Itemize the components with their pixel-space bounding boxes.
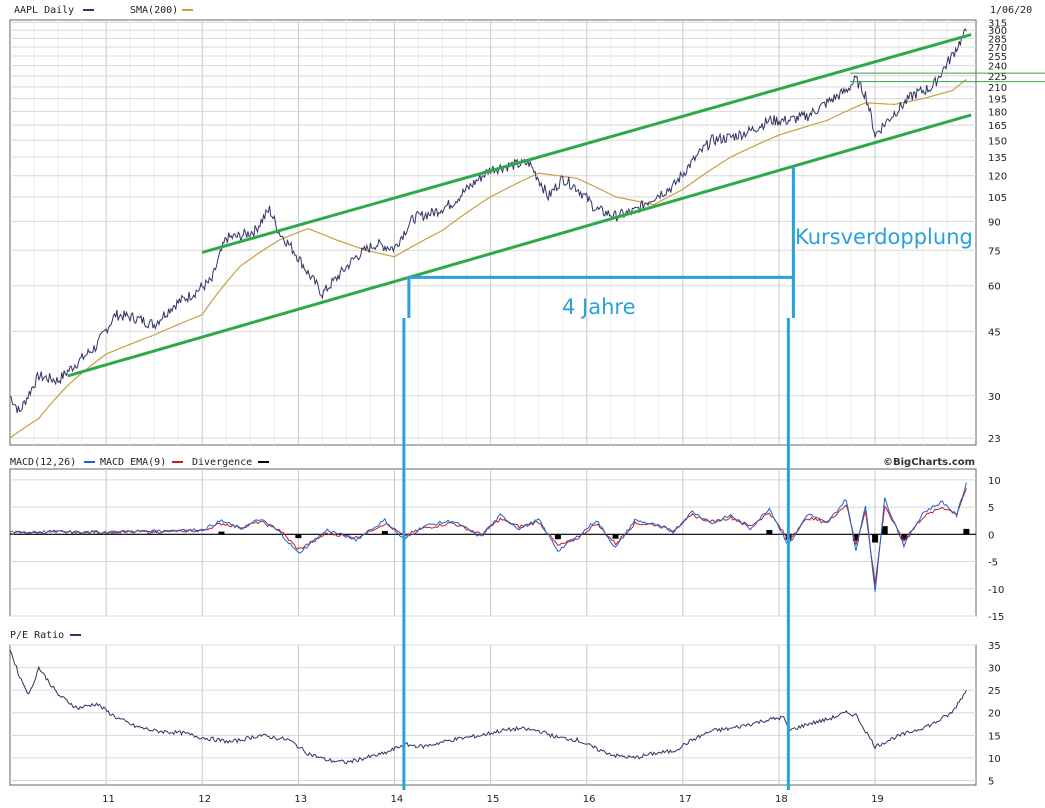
price-y-tick: 195 <box>988 95 1007 106</box>
divergence-bar <box>381 531 388 535</box>
price-y-tick: 315 <box>988 18 1007 29</box>
pe-y-tick: 10 <box>988 754 1001 765</box>
bigcharts-credit: ©BigCharts.com <box>883 457 975 468</box>
macd-ema-label: MACD EMA(9) <box>100 457 166 468</box>
macd-y-tick: 10 <box>988 476 1001 487</box>
price-y-tick: 75 <box>988 246 1001 257</box>
macd-panel <box>9 468 977 617</box>
price-y-tick: 150 <box>988 136 1007 147</box>
pe-y-tick: 30 <box>988 664 1001 675</box>
x-tick-labels: 11 12 13 14 15 16 17 18 19 <box>102 794 884 805</box>
macd-y-tick: -10 <box>988 585 1004 596</box>
pe-y-tick: 15 <box>988 731 1001 742</box>
chart-date: 1/06/20 <box>990 5 1032 16</box>
price-y-tick: 135 <box>988 153 1007 164</box>
price-y-tick: 90 <box>988 217 1001 228</box>
pe-panel <box>9 644 977 786</box>
divergence-bar <box>218 531 225 535</box>
ema-legend-swatch <box>172 461 183 463</box>
macd-y-tick: 5 <box>988 503 994 514</box>
macd-label: MACD(12,26) <box>10 457 76 468</box>
x-tick-label: 14 <box>390 794 403 805</box>
price-y-tick: 285 <box>988 34 1007 45</box>
price-y-tick: 45 <box>988 327 1001 338</box>
divergence-bar <box>295 534 302 539</box>
x-tick-label: 12 <box>198 794 211 805</box>
divergence-bar <box>872 534 879 543</box>
x-tick-label: 13 <box>294 794 307 805</box>
price-y-tick: 180 <box>988 107 1007 118</box>
divergence-bar <box>612 534 619 539</box>
x-tick-label: 18 <box>775 794 788 805</box>
pe-y-tick: 5 <box>988 776 994 787</box>
divergence-bar <box>963 528 970 535</box>
sma-legend-swatch <box>182 9 193 11</box>
price-y-tick: 30 <box>988 392 1001 403</box>
divergence-bar <box>900 534 907 540</box>
div-legend-swatch <box>258 461 269 463</box>
y-tick-labels: 2330456075901051201351501651801952102252… <box>988 18 1007 787</box>
pe-y-tick: 25 <box>988 686 1001 697</box>
grid-lines <box>10 20 976 785</box>
price-y-tick: 270 <box>988 43 1007 54</box>
price-y-tick: 240 <box>988 62 1007 73</box>
annotation-doubling: Kursverdopplung <box>795 225 973 249</box>
price-y-tick: 300 <box>988 26 1007 37</box>
price-y-tick: 210 <box>988 83 1007 94</box>
pe-label: P/E Ratio <box>10 630 64 641</box>
annotation-years: 4 Jahre <box>562 295 636 319</box>
price-panel <box>9 19 977 446</box>
x-tick-label: 15 <box>487 794 500 805</box>
sma-series-label: SMA(200) <box>130 5 178 16</box>
channel-line <box>201 33 972 254</box>
x-tick-label: 17 <box>679 794 692 805</box>
divergence-label: Divergence <box>192 457 252 468</box>
price-line <box>9 28 967 413</box>
macd-y-tick: -5 <box>988 558 998 569</box>
price-y-tick: 255 <box>988 52 1007 63</box>
divergence-bar <box>881 526 888 535</box>
price-series-label: AAPL Daily <box>14 5 74 16</box>
x-tick-label: 16 <box>583 794 596 805</box>
divergence-bar <box>852 534 859 541</box>
price-y-tick: 60 <box>988 282 1001 293</box>
x-tick-label: 19 <box>871 794 884 805</box>
price-y-tick: 23 <box>988 434 1001 445</box>
divergence-bar <box>554 534 561 540</box>
channel-line <box>67 113 972 378</box>
price-y-tick: 165 <box>988 121 1007 132</box>
overlay-lines <box>67 33 1045 790</box>
pe-y-tick: 20 <box>988 709 1001 720</box>
macd-y-tick: 0 <box>988 530 994 541</box>
pe-line <box>9 649 967 765</box>
pe-legend-swatch <box>70 634 81 636</box>
divergence-bar <box>766 529 773 535</box>
macd-legend-swatch <box>84 461 95 463</box>
pe-y-tick: 35 <box>988 641 1001 652</box>
price-y-tick: 105 <box>988 193 1007 204</box>
macd-y-tick: -15 <box>988 612 1004 623</box>
sma-line <box>9 79 967 439</box>
series-lines <box>9 28 976 765</box>
price-y-tick: 225 <box>988 72 1007 83</box>
x-tick-label: 11 <box>102 794 115 805</box>
macd-line <box>9 482 967 592</box>
price-legend-swatch <box>83 9 94 11</box>
price-y-tick: 120 <box>988 172 1007 183</box>
